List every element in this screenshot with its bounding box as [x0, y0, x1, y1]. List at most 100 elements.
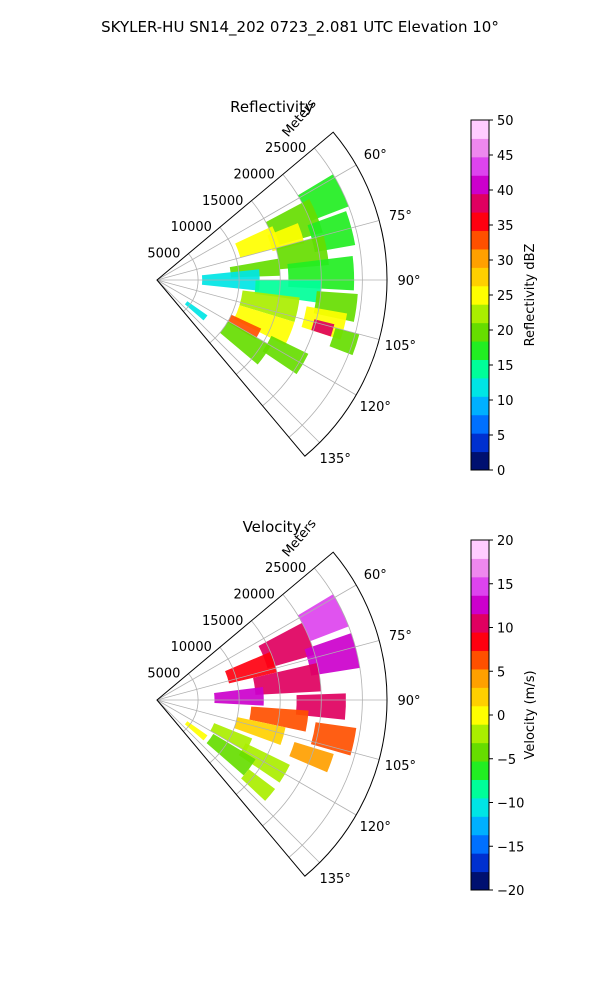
radial-tick-label-1: 10000	[171, 640, 212, 655]
data-cell-15	[233, 305, 295, 346]
colorbar-segment-4	[471, 797, 489, 817]
colorbar-segment-17	[471, 558, 489, 578]
colorbar-segment-16	[471, 576, 489, 596]
angle-tick-label-0: 60°	[364, 568, 387, 583]
colorbar-tick-label-7: 35	[497, 219, 514, 234]
colorbar-segment-0	[471, 871, 489, 891]
colorbar-segment-16	[471, 156, 489, 176]
grid-arc-4	[288, 147, 363, 438]
colorbar-segment-6	[471, 761, 489, 780]
colorbar-tick-label-6: 10	[497, 622, 514, 637]
angle-tick-label-4: 120°	[360, 820, 391, 835]
radial-tick-label-1: 10000	[171, 220, 212, 235]
colorbar-tick-label-6: 30	[497, 254, 514, 269]
colorbar-segment-3	[471, 816, 489, 836]
colorbar-segment-7	[471, 742, 489, 762]
radial-tick-label-3: 20000	[233, 587, 274, 602]
grid-arc-1	[209, 226, 240, 344]
colorbar-tick-label-9: 45	[497, 149, 514, 164]
radial-tick-label-4: 25000	[265, 141, 306, 156]
velocity-panel: Velocity500010000150002000025000Meters60…	[147, 516, 538, 899]
colorbar-segment-1	[471, 853, 489, 873]
sector-outline	[156, 131, 388, 457]
radial-tick-label-3: 20000	[233, 167, 274, 182]
colorbar-segment-5	[471, 779, 489, 799]
grid-arc-2	[235, 200, 281, 375]
colorbar-tick-label-1: 5	[497, 429, 505, 444]
data-cell-4	[253, 663, 322, 695]
colorbar-tick-label-5: 25	[497, 289, 514, 304]
data-cell-16	[227, 314, 262, 340]
grid-line-4	[156, 699, 357, 816]
angle-tick-label-3: 105°	[385, 759, 416, 774]
colorbar-segment-13	[471, 632, 489, 652]
data-cell-2	[225, 651, 278, 684]
radial-tick-label-2: 15000	[202, 614, 243, 629]
data-cell-11	[210, 723, 253, 752]
colorbar-tick-label-3: −5	[497, 753, 516, 768]
grid-line-5	[156, 699, 320, 863]
radial-tick-label-0: 5000	[147, 667, 180, 682]
grid-arc-2	[235, 620, 281, 795]
grid-arc-3	[262, 174, 322, 407]
colorbar-segment-7	[471, 322, 489, 342]
data-cell-14	[329, 327, 360, 356]
colorbar-segment-10	[471, 687, 489, 707]
colorbar-segment-4	[471, 377, 489, 397]
colorbar-segment-15	[471, 175, 489, 195]
colorbar-segment-9	[471, 285, 489, 305]
grid-arc-1	[209, 646, 240, 764]
colorbar-segment-15	[471, 595, 489, 615]
colorbar-segment-11	[471, 248, 489, 268]
colorbar-segment-11	[471, 668, 489, 688]
colorbar-segment-17	[471, 138, 489, 158]
angle-tick-label-5: 135°	[320, 872, 351, 887]
data-cell-13	[311, 319, 335, 337]
colorbar-label: Reflectivity dBZ	[523, 244, 538, 347]
colorbar-segment-18	[471, 540, 489, 559]
colorbar-segment-3	[471, 396, 489, 416]
colorbar-segment-18	[471, 120, 489, 139]
colorbar-tick-label-3: 15	[497, 359, 514, 374]
grid-line-0	[156, 164, 357, 281]
sector-outline	[156, 551, 388, 877]
colorbar-tick-label-8: 20	[497, 534, 514, 549]
angle-tick-label-5: 135°	[320, 452, 351, 467]
grid-line-5	[156, 279, 320, 443]
data-cells	[184, 594, 360, 801]
colorbar-segment-13	[471, 212, 489, 232]
data-cell-14	[241, 769, 276, 801]
colorbar-segment-9	[471, 705, 489, 725]
data-cell-19	[184, 301, 208, 321]
angle-tick-label-1: 75°	[389, 629, 412, 644]
data-cell-17	[262, 335, 309, 375]
colorbar-segment-1	[471, 433, 489, 453]
data-cells	[184, 174, 360, 375]
colorbar-tick-label-5: 5	[497, 665, 505, 680]
angle-tick-label-2: 90°	[397, 694, 420, 709]
data-cell-18	[219, 321, 271, 365]
grid-line-3	[156, 699, 380, 760]
angle-tick-label-0: 60°	[364, 148, 387, 163]
colorbar-segment-2	[471, 414, 489, 434]
colorbar-tick-label-1: −15	[497, 840, 524, 855]
reflectivity-panel: Reflectivity500010000150002000025000Mete…	[147, 96, 538, 479]
panel-title: Reflectivity	[230, 98, 314, 116]
colorbar-segment-14	[471, 193, 489, 213]
colorbar-tick-label-0: −20	[497, 884, 524, 899]
colorbar-segment-14	[471, 613, 489, 633]
grid-arc-3	[262, 594, 322, 827]
angle-tick-label-2: 90°	[397, 274, 420, 289]
grid-arc-4	[288, 567, 363, 858]
grid-line-3	[156, 279, 380, 340]
radial-tick-label-2: 15000	[202, 194, 243, 209]
colorbar-segment-8	[471, 304, 489, 324]
colorbar-tick-label-7: 15	[497, 578, 514, 593]
radial-tick-label-0: 5000	[147, 247, 180, 262]
colorbar-tick-label-4: 0	[497, 709, 505, 724]
colorbar-segment-12	[471, 650, 489, 670]
data-cell-3	[304, 633, 360, 676]
angle-tick-label-1: 75°	[389, 209, 412, 224]
grid-line-1	[156, 220, 380, 281]
